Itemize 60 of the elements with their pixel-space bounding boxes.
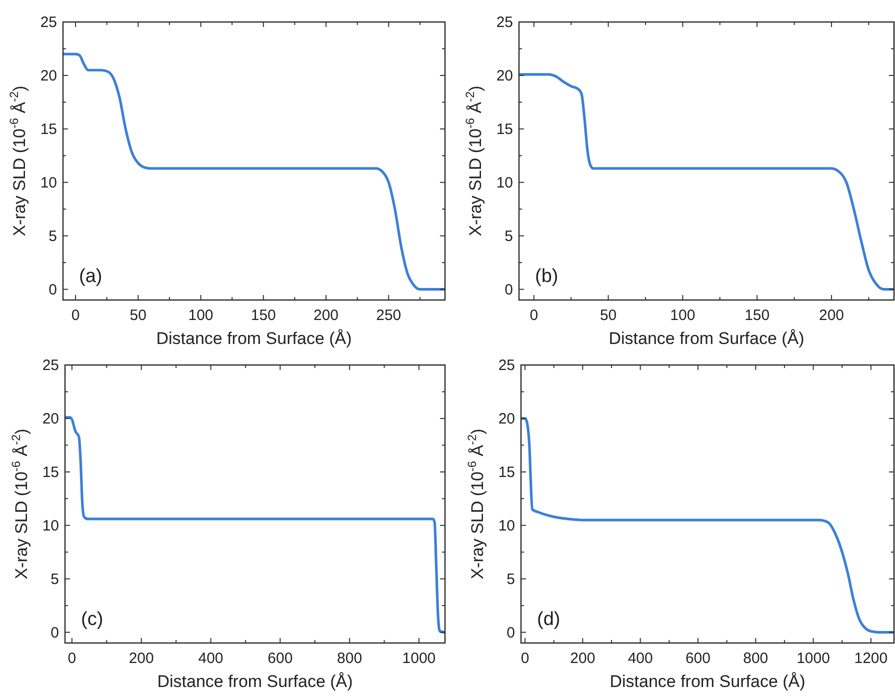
annotation: (d) xyxy=(537,609,560,630)
x-tick-label: 100 xyxy=(188,307,214,324)
x-tick-label: 400 xyxy=(628,650,653,667)
y-tick-label: 15 xyxy=(498,464,515,481)
y-tick-label: 5 xyxy=(48,228,57,245)
y-tick-label: 25 xyxy=(42,357,59,374)
x-tick-label: 50 xyxy=(130,307,146,324)
x-tick-label: 1200 xyxy=(854,650,888,667)
x-tick-label: 150 xyxy=(744,307,770,324)
y-tick-label: 20 xyxy=(496,67,513,84)
x-axis-title: Distance from Surface (Å) xyxy=(608,329,804,348)
y-tick-label: 20 xyxy=(42,410,59,428)
y-tick-label: 25 xyxy=(496,14,513,31)
x-axis-title: Distance from Surface (Å) xyxy=(157,672,353,691)
x-axis-title: Distance from Surface (Å) xyxy=(156,329,352,348)
y-tick-label: 0 xyxy=(504,281,513,298)
x-tick-label: 0 xyxy=(520,650,530,667)
x-tick-label: 200 xyxy=(314,307,339,324)
y-tick-label: 15 xyxy=(40,120,57,138)
x-tick-label: 800 xyxy=(743,650,768,667)
x-tick-label: 100 xyxy=(670,307,696,324)
x-tick-label: 800 xyxy=(337,650,362,667)
y-tick-label: 10 xyxy=(496,174,513,192)
line-series xyxy=(65,416,445,634)
y-tick-label: 15 xyxy=(42,464,59,481)
y-tick-label: 5 xyxy=(506,570,515,588)
y-tick-label: 15 xyxy=(496,120,513,138)
annotation: (c) xyxy=(81,609,104,630)
x-tick-label: 1000 xyxy=(402,650,436,667)
x-tick-label: 150 xyxy=(250,307,276,324)
y-tick-label: 10 xyxy=(42,517,59,534)
annotation: (a) xyxy=(79,266,102,287)
x-tick-label: 400 xyxy=(198,650,224,667)
y-tick-label: 5 xyxy=(504,228,513,245)
x-axis-title: Distance from Surface (Å) xyxy=(610,672,806,691)
x-tick-label: 50 xyxy=(600,307,617,324)
line-series xyxy=(521,417,894,634)
x-tick-label: 250 xyxy=(376,307,402,324)
y-tick-label: 0 xyxy=(48,281,57,298)
line-series xyxy=(519,73,894,291)
x-tick-label: 600 xyxy=(268,650,293,667)
x-tick-label: 0 xyxy=(68,650,76,667)
y-tick-label: 5 xyxy=(50,570,59,588)
y-tick-label: 25 xyxy=(498,357,515,374)
x-tick-label: 200 xyxy=(570,650,596,667)
annotation: (b) xyxy=(535,266,558,287)
y-tick-label: 0 xyxy=(506,624,515,642)
x-tick-label: 200 xyxy=(818,307,844,324)
y-tick-label: 25 xyxy=(40,14,57,31)
y-tick-label: 0 xyxy=(50,624,59,642)
x-tick-label: 1000 xyxy=(796,650,830,667)
x-tick-label: 600 xyxy=(685,650,711,667)
y-tick-label: 10 xyxy=(40,174,57,192)
x-tick-label: 0 xyxy=(530,307,538,324)
y-tick-label: 20 xyxy=(40,67,57,84)
line-series xyxy=(63,52,445,291)
y-tick-label: 20 xyxy=(498,410,515,428)
x-tick-label: 0 xyxy=(71,307,80,324)
y-tick-label: 10 xyxy=(498,517,515,534)
x-tick-label: 200 xyxy=(128,650,154,667)
